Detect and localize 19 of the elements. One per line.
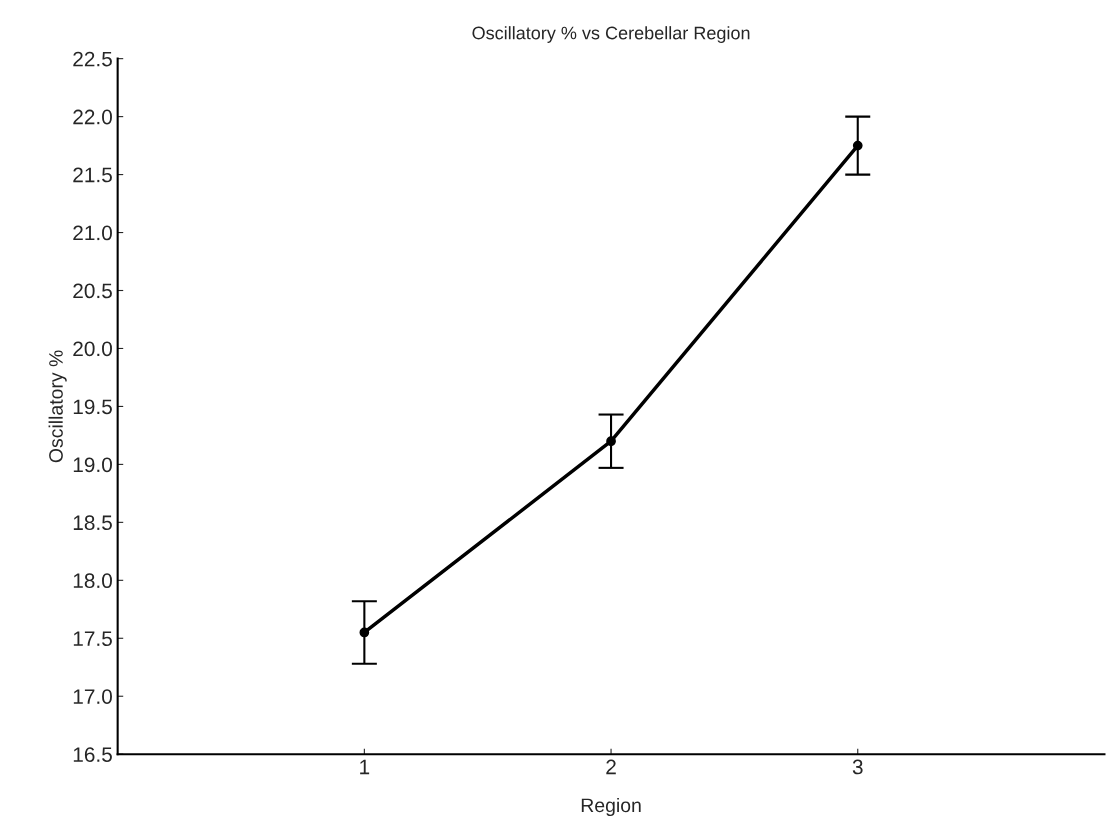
x-tick-label: 2 — [606, 759, 616, 775]
y-tick-label: 22.5 — [73, 51, 112, 67]
y-tick-label: 20.5 — [73, 283, 112, 299]
y-tick-label: 17.5 — [73, 631, 112, 647]
y-tick-label: 22.0 — [73, 109, 112, 125]
y-tick-label: 21.5 — [73, 167, 112, 183]
chart-title: Oscillatory % vs Cerebellar Region — [472, 26, 750, 43]
y-tick-label: 16.5 — [73, 747, 112, 762]
y-tick-label: 18.5 — [73, 515, 112, 531]
y-tick-label: 17.0 — [73, 689, 112, 704]
y-tick-label: 18.0 — [73, 573, 112, 589]
y-tick-label: 19.0 — [73, 457, 112, 473]
x-axis-title: Region — [581, 797, 641, 817]
x-tick-label: 1 — [360, 759, 370, 775]
x-tick-label: 3 — [852, 759, 863, 775]
y-tick-label: 19.5 — [73, 399, 112, 415]
y-axis-title: Oscillatory % — [48, 350, 67, 463]
y-tick-label: 21.0 — [73, 225, 112, 241]
y-tick-label: 20.0 — [73, 341, 112, 357]
